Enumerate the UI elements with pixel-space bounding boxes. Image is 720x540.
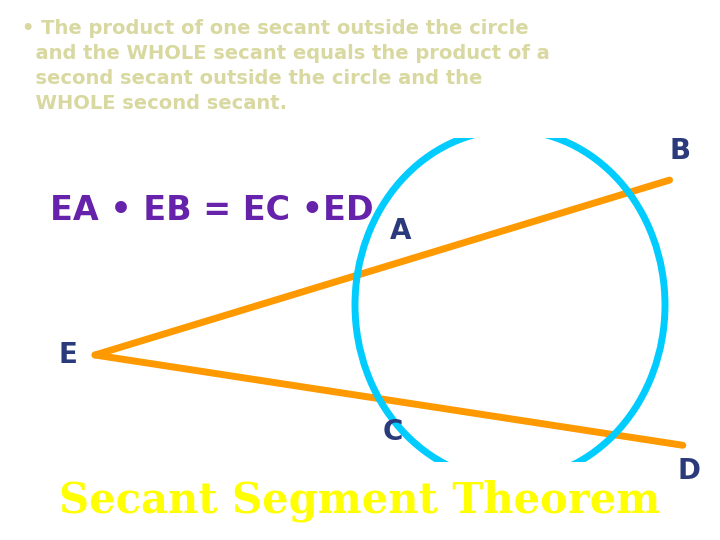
- Text: • The product of one secant outside the circle
  and the WHOLE secant equals the: • The product of one secant outside the …: [22, 19, 549, 113]
- Text: Secant Segment Theorem: Secant Segment Theorem: [59, 480, 661, 522]
- Text: EA • EB = EC •ED: EA • EB = EC •ED: [50, 193, 374, 226]
- Text: E: E: [58, 341, 77, 369]
- Text: D: D: [678, 457, 701, 485]
- Text: B: B: [670, 137, 691, 165]
- Text: C: C: [383, 418, 403, 446]
- Text: A: A: [390, 217, 412, 245]
